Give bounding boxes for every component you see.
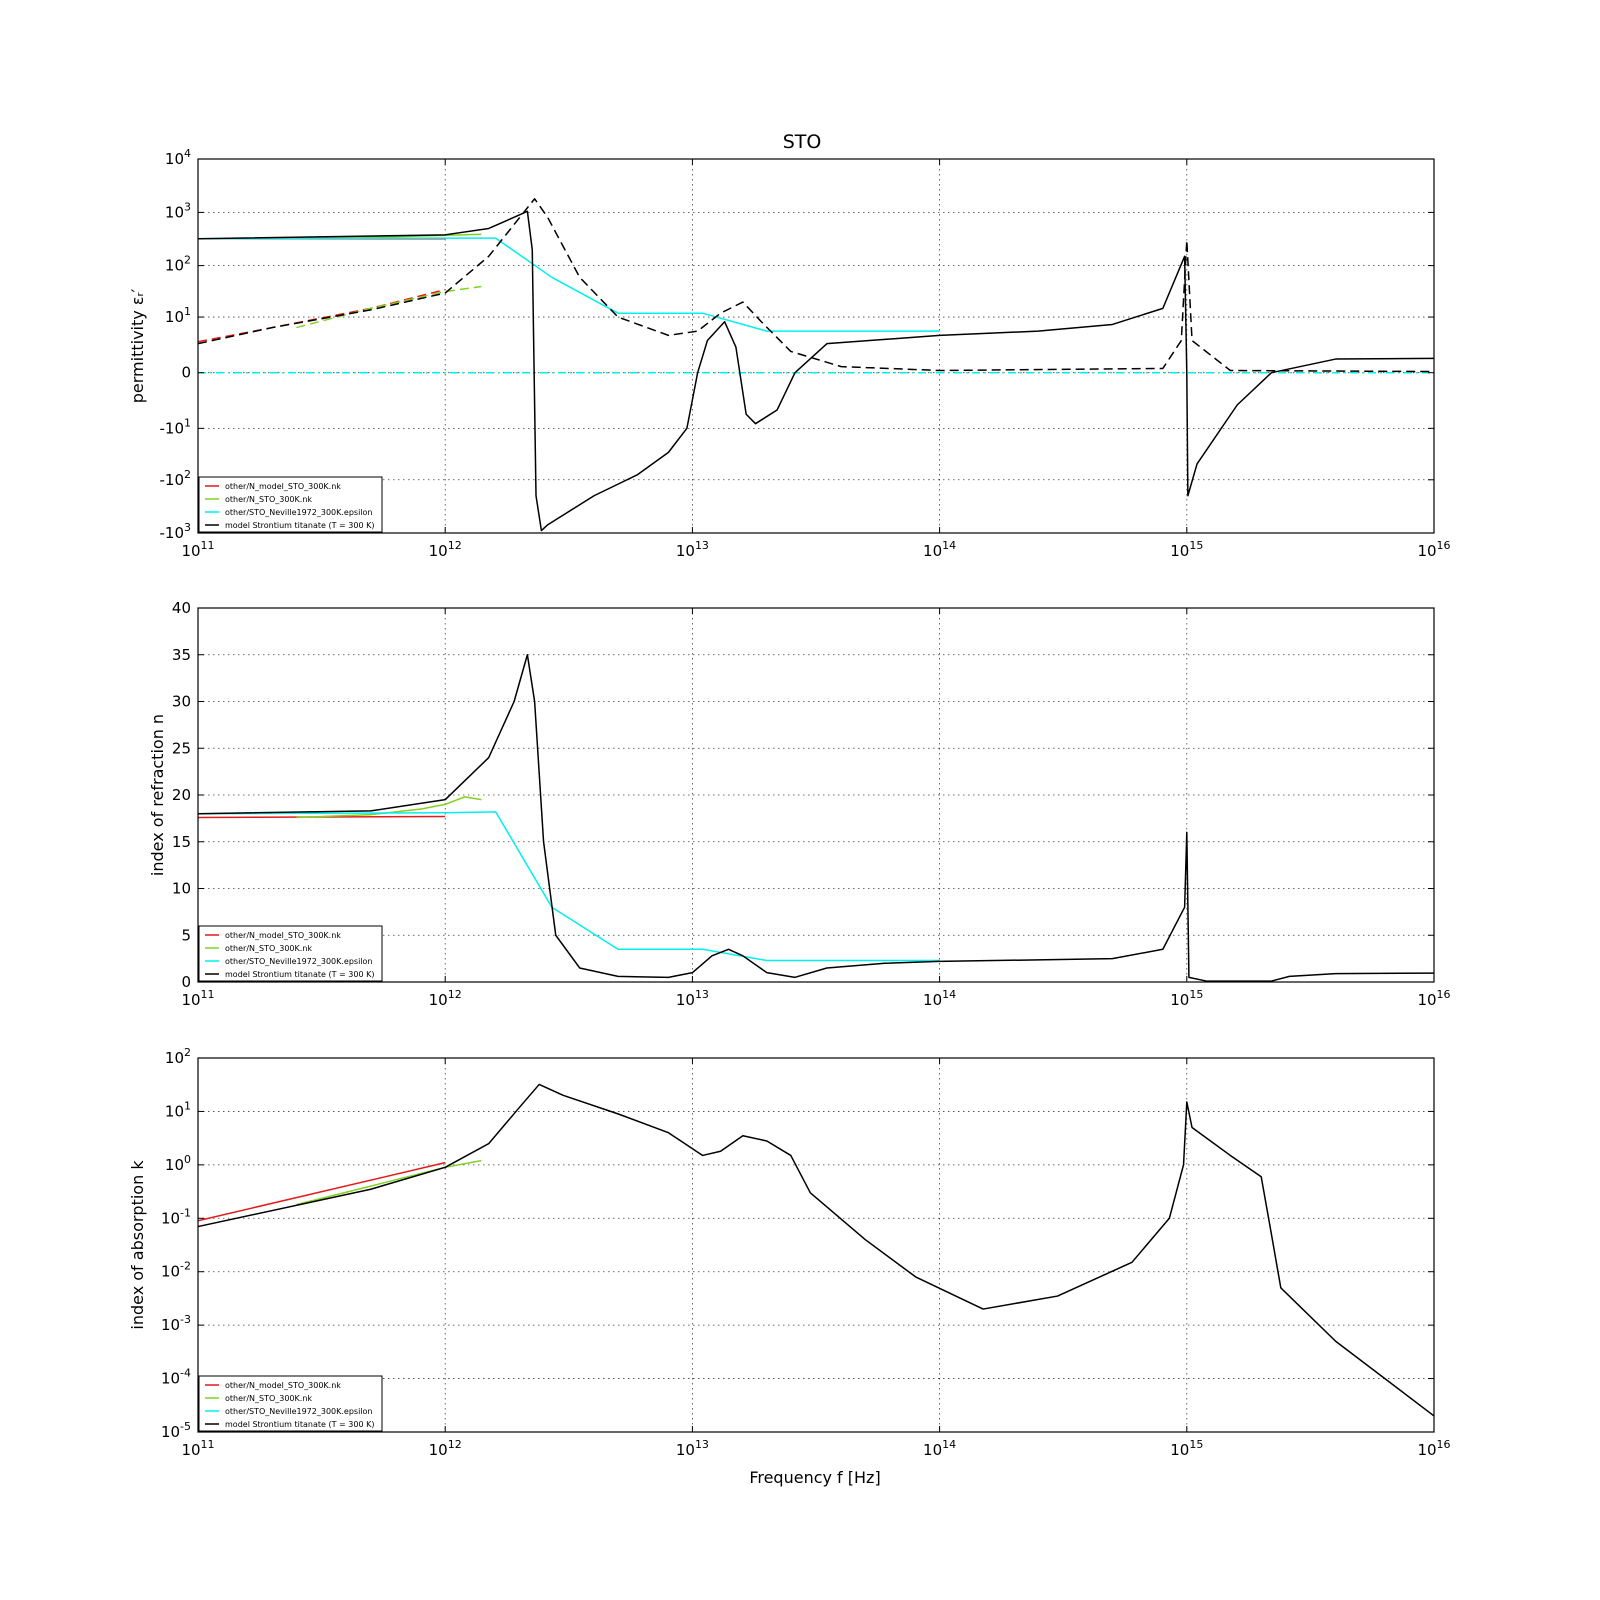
series-line	[197, 198, 1435, 373]
y-tick-label: 102	[165, 1046, 191, 1067]
series-line	[197, 1083, 1435, 1417]
x-tick-label: 1016	[1417, 1438, 1450, 1459]
legend-label: model Strontium titanate (T = 300 K)	[225, 521, 374, 530]
y-tick-label: 35	[172, 646, 191, 664]
y-tick-label: 10	[172, 880, 191, 898]
x-tick-label: 1013	[676, 539, 709, 560]
y-tick-label: 10-2	[161, 1260, 191, 1281]
legend-label: other/N_model_STO_300K.nk	[225, 1381, 341, 1390]
legend-label: other/N_STO_300K.nk	[225, 944, 312, 953]
legend-label: other/STO_Neville1972_300K.epsilon	[225, 957, 373, 966]
y-axis-label: index of absorption k	[128, 1160, 147, 1330]
x-tick-label: 1012	[429, 1438, 462, 1459]
legend-label: other/N_STO_300K.nk	[225, 495, 312, 504]
figure-title: STO	[783, 131, 822, 153]
x-tick-label: 1015	[1170, 539, 1203, 560]
x-tick-label: 1015	[1170, 1438, 1203, 1459]
series-line	[296, 796, 482, 819]
x-tick-label: 1016	[1417, 539, 1450, 560]
y-tick-label: 0	[181, 973, 191, 991]
x-axis-label: Frequency f [Hz]	[749, 1468, 880, 1487]
plot-frame	[197, 158, 1435, 534]
plot-frame	[197, 1057, 1435, 1433]
x-tick-label: 1011	[181, 1438, 214, 1459]
x-tick-label: 1014	[923, 539, 956, 560]
legend-label: other/STO_Neville1972_300K.epsilon	[225, 508, 373, 517]
y-tick-label: 15	[172, 833, 191, 851]
x-tick-label: 1015	[1170, 988, 1203, 1009]
y-tick-label: 20	[172, 786, 191, 804]
series-line	[197, 811, 940, 962]
y-tick-label: -102	[160, 468, 192, 489]
legend-label: other/STO_Neville1972_300K.epsilon	[225, 1407, 373, 1416]
y-tick-label: 103	[165, 200, 191, 221]
x-tick-label: 1011	[181, 539, 214, 560]
series-line	[296, 285, 482, 329]
y-tick-label: 100	[165, 1153, 191, 1174]
x-tick-label: 1013	[676, 988, 709, 1009]
y-tick-label: 101	[165, 1099, 191, 1120]
x-tick-label: 1014	[923, 1438, 956, 1459]
series-line	[197, 654, 1435, 982]
legend-label: model Strontium titanate (T = 300 K)	[225, 970, 374, 979]
series-line	[296, 1159, 482, 1206]
y-tick-label: 10-4	[161, 1367, 191, 1388]
y-tick-label: -101	[160, 416, 192, 437]
x-tick-label: 1013	[676, 1438, 709, 1459]
y-tick-label: 30	[172, 693, 191, 711]
x-tick-label: 1012	[429, 539, 462, 560]
legend	[198, 476, 383, 533]
legend-label: model Strontium titanate (T = 300 K)	[225, 1420, 374, 1429]
y-tick-label: 102	[165, 254, 191, 275]
y-axis-label: index of refraction n	[148, 714, 167, 876]
legend-label: other/N_model_STO_300K.nk	[225, 931, 341, 940]
y-tick-label: 0	[181, 364, 191, 382]
x-tick-label: 1016	[1417, 988, 1450, 1009]
y-tick-label: -103	[160, 521, 192, 542]
legend-label: other/N_STO_300K.nk	[225, 1394, 312, 1403]
y-axis-label: permittivity εᵣ′	[128, 288, 147, 403]
y-tick-label: 5	[181, 926, 191, 944]
y-tick-label: 10-1	[161, 1206, 191, 1227]
y-tick-label: 10-3	[161, 1313, 191, 1334]
y-tick-label: 10-5	[161, 1420, 191, 1441]
series-line	[197, 288, 446, 343]
series-line	[197, 210, 1435, 532]
y-tick-label: 40	[172, 599, 191, 617]
legend	[198, 925, 383, 982]
chart-index-of-refraction: 1011 1012 1013 1014 1015 10160510152025303540…	[148, 599, 1451, 1009]
y-tick-label: 101	[165, 305, 191, 326]
y-tick-label: 104	[165, 147, 191, 168]
chart-index-of-absorption: 1011 1012 1013 1014 1015 1016 102 101 100 10-1 10-…	[128, 1046, 1451, 1487]
legend-label: other/N_model_STO_300K.nk	[225, 482, 341, 491]
x-tick-label: 1012	[429, 988, 462, 1009]
series-line	[197, 237, 940, 332]
legend	[198, 1375, 383, 1432]
series-line	[197, 1161, 446, 1222]
chart-permittivity: 1011 1012 1013 1014 1015 1016 104 103 102 101 0 -10…	[128, 147, 1451, 560]
y-tick-label: 25	[172, 739, 191, 757]
x-tick-label: 1014	[923, 988, 956, 1009]
x-tick-label: 1011	[181, 988, 214, 1009]
